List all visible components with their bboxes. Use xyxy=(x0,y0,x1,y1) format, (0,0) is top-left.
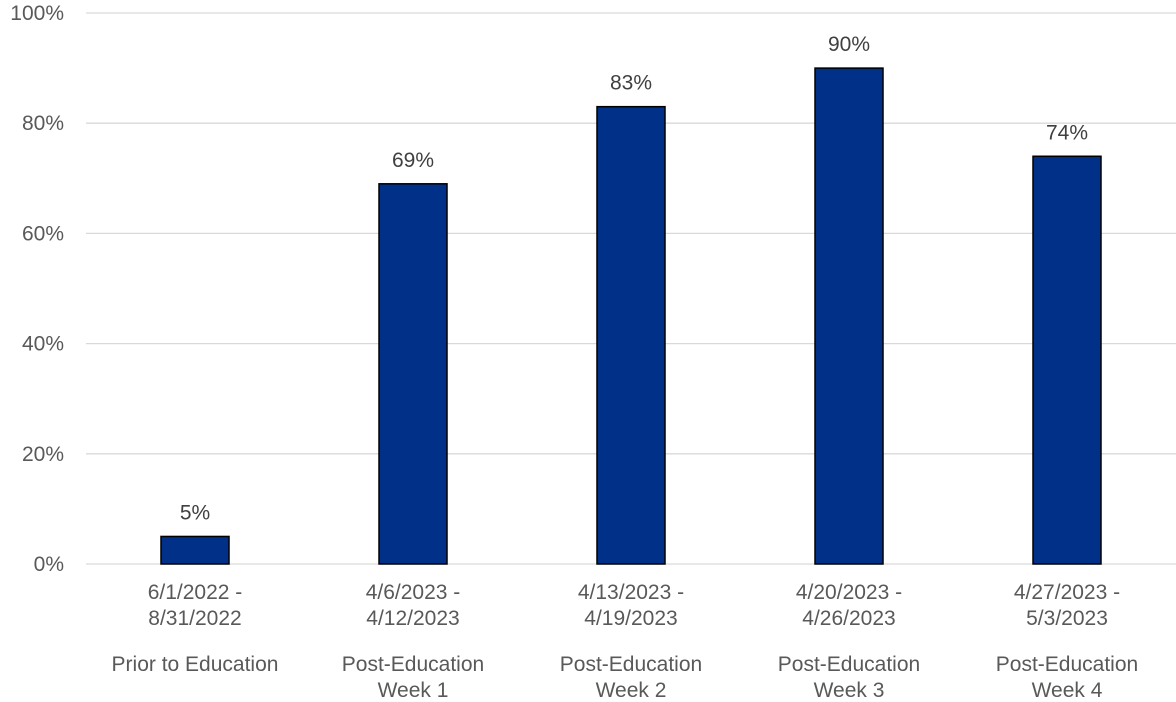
bar-2 xyxy=(378,183,448,565)
category-date-label: 6/1/2022 - xyxy=(148,581,243,604)
category-date-label: 4/20/2023 - xyxy=(796,581,902,604)
y-tick-label: 100% xyxy=(10,2,64,25)
data-label-5: 74% xyxy=(1046,121,1088,144)
y-axis-tick-labels: 0% 20% 40% 60% 80% 100% xyxy=(10,2,64,576)
bar-1 xyxy=(160,535,230,565)
category-phase-label: Post-Education xyxy=(996,653,1138,676)
category-phase-label: Prior to Education xyxy=(112,653,279,676)
data-label-1: 5% xyxy=(180,501,210,524)
category-phase-label: Week 2 xyxy=(596,679,667,702)
bar-4 xyxy=(814,67,884,565)
category-date-label: 4/12/2023 xyxy=(366,607,459,630)
category-phase-label: Post-Education xyxy=(342,653,484,676)
data-label-4: 90% xyxy=(828,33,870,56)
category-date-label: 4/6/2023 - xyxy=(366,581,461,604)
y-tick-label: 60% xyxy=(22,222,64,245)
category-date-label: 4/27/2023 - xyxy=(1014,581,1120,604)
bars xyxy=(160,67,1102,565)
data-labels: 5% 69% 83% 90% 74% xyxy=(180,33,1088,524)
category-phase-label: Week 3 xyxy=(814,679,885,702)
category-phase-label: Post-Education xyxy=(778,653,920,676)
category-date-label: 4/19/2023 xyxy=(584,607,677,630)
data-label-3: 83% xyxy=(610,72,652,95)
y-tick-label: 40% xyxy=(22,333,64,356)
category-date-label: 8/31/2022 xyxy=(148,607,241,630)
category-labels: 6/1/2022 - 8/31/2022 Prior to Education 4/6… xyxy=(112,581,1139,702)
bar-5 xyxy=(1032,155,1102,565)
category-phase-label: Week 4 xyxy=(1032,679,1103,702)
bar-3 xyxy=(596,105,666,565)
category-date-label: 4/13/2023 - xyxy=(578,581,684,604)
category-date-label: 4/26/2023 xyxy=(802,607,895,630)
data-label-2: 69% xyxy=(392,149,434,172)
category-date-label: 5/3/2023 xyxy=(1026,607,1108,630)
category-phase-label: Week 1 xyxy=(378,679,449,702)
y-tick-label: 20% xyxy=(22,443,64,466)
y-tick-label: 0% xyxy=(34,553,64,576)
category-phase-label: Post-Education xyxy=(560,653,702,676)
y-tick-label: 80% xyxy=(22,112,64,135)
